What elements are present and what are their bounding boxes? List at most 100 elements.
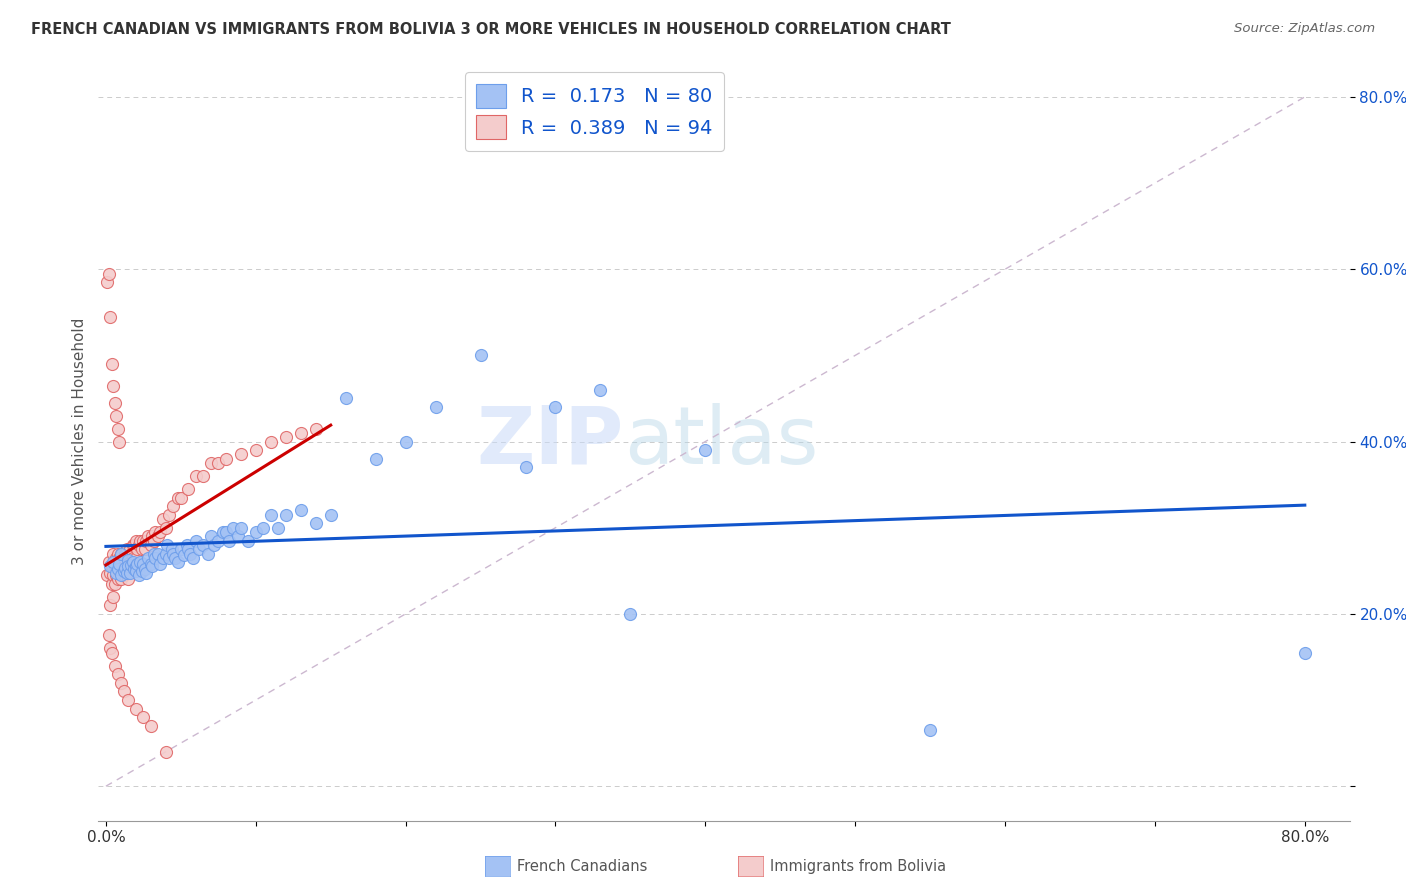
- Point: [107, 422, 129, 436]
- Point: [173, 548, 195, 563]
- Point: [112, 550, 135, 565]
- Point: [245, 443, 267, 458]
- Point: [207, 533, 229, 548]
- Point: [125, 550, 148, 565]
- Point: [176, 538, 198, 552]
- Point: [97, 267, 120, 281]
- Point: [118, 555, 141, 569]
- Point: [96, 568, 118, 582]
- Point: [122, 538, 145, 552]
- Point: [515, 460, 537, 475]
- Point: [181, 550, 204, 565]
- Point: [117, 573, 139, 587]
- Point: [124, 559, 146, 574]
- Point: [187, 542, 209, 557]
- Point: [156, 538, 179, 552]
- Point: [135, 566, 157, 580]
- Point: [107, 573, 129, 587]
- Point: [619, 607, 641, 621]
- Point: [118, 542, 141, 557]
- Point: [104, 559, 127, 574]
- Point: [141, 559, 163, 574]
- Point: [157, 508, 180, 522]
- Point: [110, 568, 132, 582]
- Point: [127, 542, 149, 557]
- Point: [177, 482, 200, 496]
- Point: [97, 555, 120, 569]
- Point: [117, 553, 139, 567]
- Point: [120, 547, 142, 561]
- Point: [162, 547, 184, 561]
- Point: [274, 430, 297, 444]
- Point: [163, 550, 186, 565]
- Y-axis label: 3 or more Vehicles in Household: 3 or more Vehicles in Household: [72, 318, 87, 566]
- Point: [132, 557, 155, 571]
- Point: [111, 555, 134, 569]
- Point: [364, 451, 387, 466]
- Point: [395, 434, 418, 449]
- Point: [131, 564, 153, 578]
- Point: [197, 547, 219, 561]
- Point: [131, 542, 153, 557]
- Point: [105, 409, 128, 423]
- Legend: R =  0.173   N = 80, R =  0.389   N = 94: R = 0.173 N = 80, R = 0.389 N = 94: [465, 72, 724, 151]
- Point: [260, 434, 283, 449]
- Point: [125, 701, 148, 715]
- Point: [215, 451, 238, 466]
- Point: [114, 561, 136, 575]
- Point: [202, 538, 225, 552]
- Point: [100, 641, 122, 656]
- Point: [136, 550, 159, 565]
- Point: [139, 719, 162, 733]
- Text: FRENCH CANADIAN VS IMMIGRANTS FROM BOLIVIA 3 OR MORE VEHICLES IN HOUSEHOLD CORRE: FRENCH CANADIAN VS IMMIGRANTS FROM BOLIV…: [31, 22, 950, 37]
- Point: [111, 564, 134, 578]
- Point: [226, 529, 249, 543]
- Point: [129, 533, 152, 548]
- Point: [132, 710, 155, 724]
- Point: [129, 555, 152, 569]
- Point: [155, 745, 177, 759]
- Point: [211, 524, 233, 539]
- Point: [101, 646, 124, 660]
- Point: [108, 550, 131, 565]
- Point: [149, 557, 172, 571]
- Point: [96, 275, 118, 289]
- Point: [124, 538, 146, 552]
- Point: [103, 378, 125, 392]
- Point: [155, 521, 177, 535]
- Point: [166, 491, 188, 505]
- Point: [117, 550, 139, 565]
- Point: [193, 469, 215, 483]
- Point: [470, 348, 492, 362]
- Point: [104, 396, 127, 410]
- Point: [104, 576, 127, 591]
- Point: [920, 723, 942, 738]
- Point: [184, 533, 207, 548]
- Point: [110, 559, 132, 574]
- Text: French Canadians: French Canadians: [517, 859, 648, 873]
- Point: [100, 310, 122, 324]
- Point: [252, 521, 274, 535]
- Point: [162, 499, 184, 513]
- Point: [127, 557, 149, 571]
- Point: [103, 555, 125, 569]
- Point: [114, 547, 136, 561]
- Point: [103, 590, 125, 604]
- Text: atlas: atlas: [624, 402, 818, 481]
- Point: [101, 576, 124, 591]
- Point: [118, 566, 141, 580]
- Point: [134, 542, 156, 557]
- Point: [105, 566, 128, 580]
- Point: [112, 564, 135, 578]
- Point: [112, 684, 135, 698]
- Point: [108, 557, 131, 571]
- Point: [695, 443, 717, 458]
- Point: [122, 555, 145, 569]
- Point: [107, 547, 129, 561]
- Point: [170, 491, 193, 505]
- Point: [142, 533, 165, 548]
- Point: [145, 550, 167, 565]
- Point: [274, 508, 297, 522]
- Point: [105, 550, 128, 565]
- Point: [149, 524, 172, 539]
